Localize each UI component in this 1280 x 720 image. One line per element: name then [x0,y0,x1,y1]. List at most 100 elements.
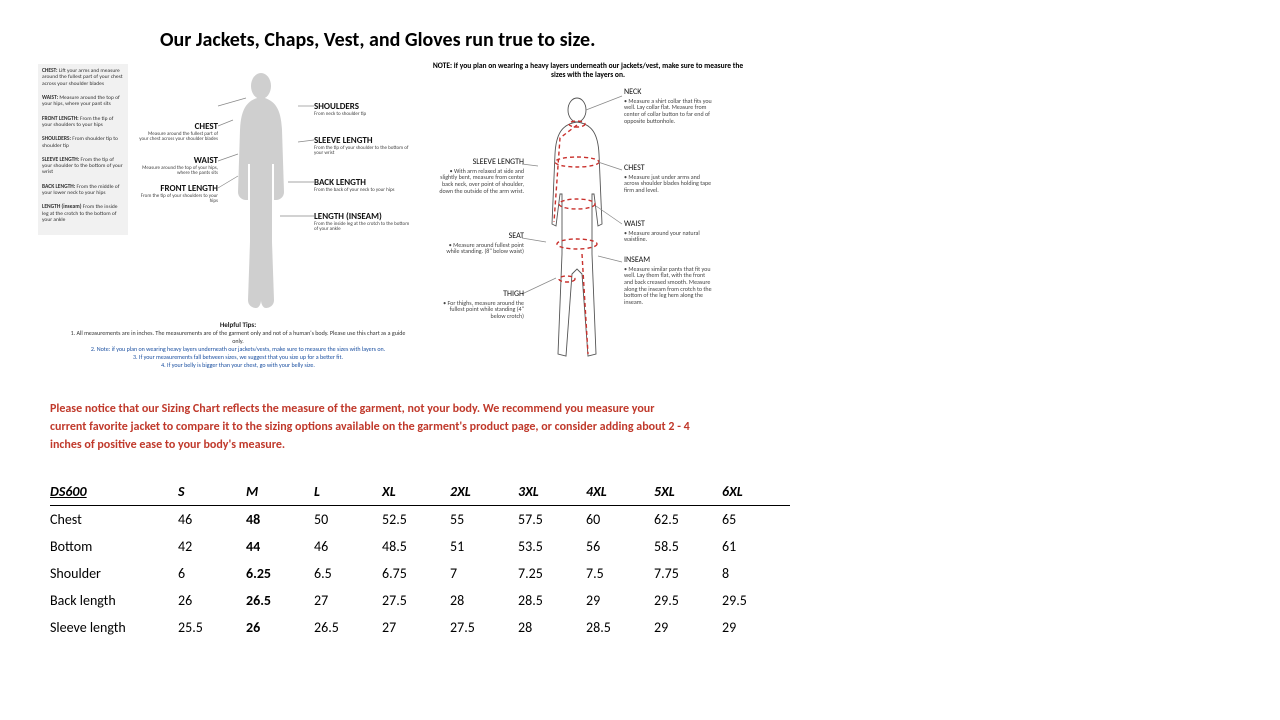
table-cell: 27.5 [382,587,450,614]
helpful-tips: Helpful Tips: 1. All measurements are in… [68,320,408,369]
table-size-header: S [178,478,246,506]
right-measurement-diagram: NOTE: if you plan on wearing a heavy lay… [438,56,718,376]
table-cell: 62.5 [654,506,722,534]
definition-item: SHOULDERS: From shoulder tip to shoulder… [42,136,124,149]
table-row-label: Chest [50,506,178,534]
table-model-header: DS600 [50,478,178,506]
definitions-list: CHEST: Lift your arms and measure around… [38,64,128,235]
table-cell: 6.5 [314,560,382,587]
table-cell: 61 [722,533,790,560]
table-row-label: Sleeve length [50,614,178,641]
table-size-header: M [246,478,314,506]
tip-line: 2. Note: if you plan on wearing heavy la… [68,345,408,353]
definition-item: FRONT LENGTH: From the tip of your shoul… [42,116,124,129]
table-cell: 29 [654,614,722,641]
measurement-label: SLEEVE LENGTH• With arm relaxed at side … [438,158,524,194]
table-row: Sleeve length25.52626.52727.52828.52929 [50,614,790,641]
table-cell: 46 [178,506,246,534]
table-cell: 28 [518,614,586,641]
measurement-label: FRONT LENGTHFrom the tip of your shoulde… [138,184,218,204]
measurement-label: SEAT• Measure around fullest point while… [438,232,524,255]
table-cell: 42 [178,533,246,560]
measurement-label: SLEEVE LENGTHFrom the tip of your should… [314,136,414,156]
body-wireframe-icon [538,94,616,369]
table-cell: 26 [178,587,246,614]
definition-item: SLEEVE LENGTH: From the tip of your shou… [42,157,124,176]
table-cell: 8 [722,560,790,587]
tip-line: 4. If your belly is bigger than your che… [68,361,408,369]
table-cell: 27 [382,614,450,641]
measurement-label: SHOULDERSFrom neck to shoulder tip [314,102,414,117]
measurement-label: CHESTMeasure around the fullest part of … [138,122,218,142]
table-row: Back length2626.52727.52828.52929.529.5 [50,587,790,614]
measurement-label: LENGTH (INSEAM)From the inside leg at th… [314,212,414,232]
table-cell: 60 [586,506,654,534]
table-size-header: 4XL [586,478,654,506]
measurement-label: NECK• Measure a shirt collar that fits y… [624,88,712,124]
definition-item: CHEST: Lift your arms and measure around… [42,68,124,87]
table-cell: 26 [246,614,314,641]
tip-line: 3. If your measurements fall between siz… [68,353,408,361]
table-size-header: 2XL [450,478,518,506]
table-cell: 6.75 [382,560,450,587]
table-cell: 7.5 [586,560,654,587]
table-cell: 58.5 [654,533,722,560]
table-cell: 51 [450,533,518,560]
table-cell: 29.5 [654,587,722,614]
measurement-label: BACK LENGTHFrom the back of your neck to… [314,178,414,193]
table-size-header: XL [382,478,450,506]
table-row-label: Bottom [50,533,178,560]
measurement-label: INSEAM• Measure similar pants that fit y… [624,256,712,305]
table-cell: 26.5 [246,587,314,614]
definition-item: WAIST: Measure around the top of your hi… [42,95,124,108]
table-cell: 53.5 [518,533,586,560]
table-cell: 44 [246,533,314,560]
definition-item: LENGTH (inseam) From the inside leg at t… [42,204,124,223]
table-cell: 7 [450,560,518,587]
table-cell: 29.5 [722,587,790,614]
tip-line: 1. All measurements are in inches. The m… [68,329,408,345]
measurement-label: WAIST• Measure around your natural waist… [624,220,712,243]
table-cell: 29 [586,587,654,614]
table-cell: 28.5 [586,614,654,641]
left-measurement-diagram: CHEST: Lift your arms and measure around… [38,56,418,366]
sizing-chart-notice: Please notice that our Sizing Chart refl… [50,400,690,454]
tips-title: Helpful Tips: [68,320,408,329]
table-header-row: DS600SMLXL2XL3XL4XL5XL6XL [50,478,790,506]
table-cell: 25.5 [178,614,246,641]
table-cell: 46 [314,533,382,560]
body-silhouette-icon [226,72,296,312]
table-cell: 6 [178,560,246,587]
table-row: Shoulder66.256.56.7577.257.57.758 [50,560,790,587]
table-row: Bottom42444648.55153.55658.561 [50,533,790,560]
table-cell: 48.5 [382,533,450,560]
page-title: Our Jackets, Chaps, Vest, and Gloves run… [160,28,595,52]
table-size-header: 3XL [518,478,586,506]
table-cell: 27 [314,587,382,614]
definition-item: BACK LENGTH: From the middle of your low… [42,184,124,197]
table-size-header: 5XL [654,478,722,506]
table-cell: 28 [450,587,518,614]
table-cell: 7.25 [518,560,586,587]
table-cell: 65 [722,506,790,534]
measurement-label: WAISTMeasure around the top of your hips… [138,156,218,176]
diagrams-row: CHEST: Lift your arms and measure around… [38,56,738,376]
table-row-label: Shoulder [50,560,178,587]
table-row: Chest46485052.55557.56062.565 [50,506,790,534]
table-cell: 50 [314,506,382,534]
table-cell: 26.5 [314,614,382,641]
layering-note: NOTE: if you plan on wearing a heavy lay… [428,62,748,80]
table-cell: 28.5 [518,587,586,614]
measurement-label: CHEST• Measure just under arms and acros… [624,164,712,194]
table-cell: 52.5 [382,506,450,534]
table-cell: 6.25 [246,560,314,587]
table-row-label: Back length [50,587,178,614]
table-cell: 7.75 [654,560,722,587]
table-size-header: 6XL [722,478,790,506]
table-size-header: L [314,478,382,506]
table-cell: 27.5 [450,614,518,641]
measurement-label: THIGH• For thighs, measure around the fu… [438,290,524,320]
table-cell: 29 [722,614,790,641]
table-cell: 57.5 [518,506,586,534]
table-cell: 48 [246,506,314,534]
